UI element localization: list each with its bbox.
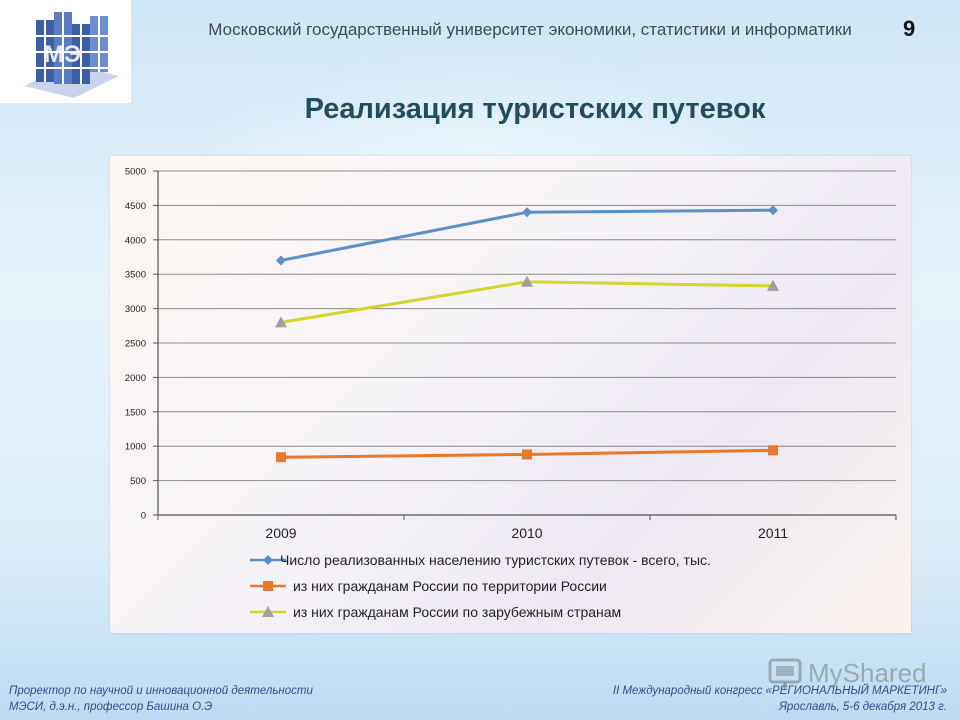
footer-event: II Международный конгресс «РЕГИОНАЛЬНЫЙ …	[613, 683, 947, 715]
university-name: Московский государственный университет э…	[208, 20, 852, 39]
line-chart: 0 500 1000 1500 2000 2500 3000 3500 4000 4500 5000…	[125, 167, 897, 541]
y-tick-label: 5000	[125, 167, 146, 178]
footer-event-line2: Ярославль, 5-6 декабря 2013 г.	[779, 701, 947, 713]
data-point-triangle	[521, 275, 533, 287]
y-tick-label: 4500	[125, 201, 146, 212]
chart-panel: 0 500 1000 1500 2000 2500 3000 3500 4000 4500 5000…	[110, 156, 911, 633]
legend-label: из них гражданам России по территории Ро…	[293, 578, 607, 594]
series-line-0	[280, 208, 774, 262]
presentation-icon	[768, 658, 802, 689]
footer-author-line1: Проректор по научной и инновационной дея…	[9, 685, 313, 697]
y-tick-label: 3000	[125, 304, 146, 315]
university-logo: МЭ	[0, 0, 131, 103]
legend-label: Число реализованных населению туристских…	[280, 552, 711, 568]
y-tick-label: 2000	[125, 373, 146, 384]
data-point-diamond	[768, 205, 778, 216]
slide-title: Реализация туристских путевок	[304, 93, 766, 125]
footer-author-line2: МЭСИ, д.э.н., профессор Башина О.Э	[9, 701, 213, 713]
y-tick-label: 3500	[125, 270, 146, 281]
data-point-diamond	[276, 255, 286, 266]
y-tick-label: 1500	[125, 407, 146, 418]
slide-number: 9	[903, 16, 916, 41]
footer-event-line1: II Международный конгресс «РЕГИОНАЛЬНЫЙ …	[612, 685, 947, 697]
y-tick-label: 500	[130, 476, 146, 487]
data-point-square	[768, 445, 778, 456]
svg-text:МЭ: МЭ	[44, 41, 81, 68]
legend-marker-square-icon	[250, 581, 286, 591]
data-point-triangle	[767, 279, 779, 291]
legend-marker-triangle-icon	[250, 606, 286, 617]
y-tick-label: 4000	[125, 235, 146, 246]
y-tick-label: 0	[141, 511, 146, 522]
logo-icon: МЭ	[24, 12, 119, 98]
watermark-text: MyShared	[808, 658, 927, 688]
series-line-2	[280, 280, 774, 324]
watermark: MyShared	[768, 656, 938, 690]
legend-marker-diamond-icon	[250, 555, 286, 565]
y-tick-label: 2500	[125, 339, 146, 350]
x-tick-label: 2009	[265, 525, 296, 541]
data-point-diamond	[522, 207, 532, 218]
x-tick-label: 2010	[511, 525, 542, 541]
y-tick-label: 1000	[125, 442, 146, 453]
legend-label: из них гражданам России по зарубежным ст…	[293, 604, 622, 620]
data-point-square	[522, 449, 532, 460]
data-point-triangle	[275, 316, 287, 328]
data-point-square	[276, 452, 286, 463]
footer-author: Проректор по научной и инновационной дея…	[9, 683, 313, 715]
x-tick-label: 2011	[758, 525, 788, 541]
